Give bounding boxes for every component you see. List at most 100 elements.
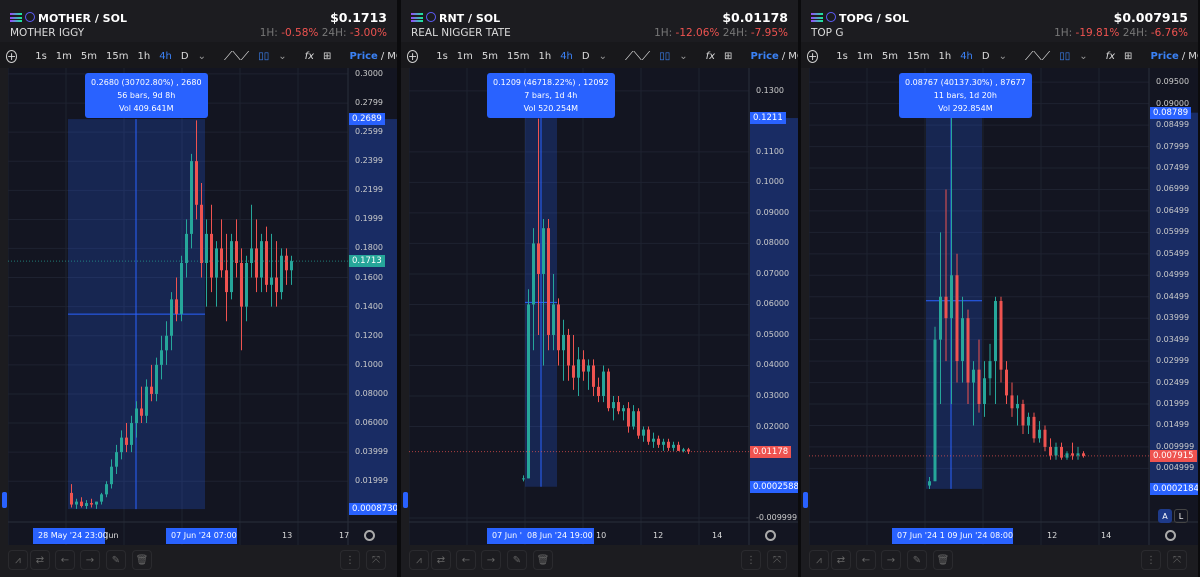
price-toggle[interactable]: Price: [349, 50, 378, 62]
candle: [150, 364, 153, 402]
auto-scale-button[interactable]: A: [1158, 509, 1172, 523]
candle-body: [597, 386, 600, 396]
line-chart-icon[interactable]: ⟋⟍⟋: [624, 48, 651, 63]
mcap-toggle[interactable]: MCap: [1188, 50, 1198, 62]
line-chart-icon[interactable]: ⟋⟍⟋: [223, 48, 250, 63]
redo-arrow-icon[interactable]: →: [80, 550, 100, 570]
price-toggle[interactable]: Price: [750, 50, 779, 62]
interval-1h[interactable]: 1h: [538, 50, 552, 62]
candlestick-icon[interactable]: ▯▯: [258, 50, 270, 62]
swap-icon[interactable]: ⇄: [431, 550, 451, 570]
chart-settings-icon[interactable]: [1165, 530, 1176, 541]
interval-1m[interactable]: 1m: [456, 50, 473, 62]
add-indicator-icon[interactable]: +: [407, 49, 419, 63]
price-toggle[interactable]: Price: [1150, 50, 1179, 62]
candle-body: [285, 255, 288, 271]
price-chart[interactable]: 0.09500 0.09000 0.08499 0.07999 0.07499 0.069…: [801, 68, 1198, 545]
pair-title[interactable]: TOPG / SOL: [839, 12, 909, 25]
chart-settings-icon[interactable]: [765, 530, 776, 541]
layout-grid-icon[interactable]: ⊞: [1124, 50, 1133, 62]
layout-grid-icon[interactable]: ⊞: [323, 50, 332, 62]
chart-icon[interactable]: ⩘: [8, 550, 28, 570]
swap-icon[interactable]: ⇄: [831, 550, 851, 570]
chart-type-chevron-icon[interactable]: ⌄: [278, 50, 287, 62]
add-indicator-icon[interactable]: +: [807, 49, 819, 63]
swap-icon[interactable]: ⇄: [30, 550, 50, 570]
interval-5m[interactable]: 5m: [80, 50, 98, 62]
pair-title[interactable]: MOTHER / SOL: [38, 12, 127, 25]
chart-type-chevron-icon[interactable]: ⌄: [679, 50, 688, 62]
price-chart[interactable]: 0.1300 0.1100 0.1000 0.09000 0.08000 0.07000 0…: [401, 68, 798, 545]
candle: [245, 255, 248, 322]
pair-title[interactable]: RNT / SOL: [439, 12, 501, 25]
price-tick-label: 0.04999: [1156, 270, 1190, 280]
trash-icon[interactable]: 🗑: [132, 550, 152, 570]
interval-dropdown-chevron-icon[interactable]: ⌄: [598, 50, 607, 62]
chart-icon[interactable]: ⩘: [409, 550, 429, 570]
more-vertical-icon[interactable]: ⋮: [1141, 550, 1161, 570]
interval-D[interactable]: D: [581, 50, 590, 62]
interval-D[interactable]: D: [180, 50, 189, 62]
interval-1h[interactable]: 1h: [137, 50, 151, 62]
chart-type-chevron-icon[interactable]: ⌄: [1079, 50, 1088, 62]
layout-grid-icon[interactable]: ⊞: [724, 50, 733, 62]
line-chart-icon[interactable]: ⟋⟍⟋: [1024, 48, 1051, 63]
pencil-icon[interactable]: ✎: [907, 550, 927, 570]
interval-5m[interactable]: 5m: [881, 50, 899, 62]
candlestick-chart[interactable]: [401, 68, 798, 545]
expand-icon[interactable]: ⤧: [767, 550, 787, 570]
undo-arrow-icon[interactable]: ←: [856, 550, 876, 570]
change-24h-label: 24H:: [1122, 27, 1148, 39]
candle: [260, 233, 263, 293]
expand-icon[interactable]: ⤧: [1167, 550, 1187, 570]
chart-settings-icon[interactable]: [364, 530, 375, 541]
interval-1m[interactable]: 1m: [856, 50, 873, 62]
interval-dropdown-chevron-icon[interactable]: ⌄: [197, 50, 206, 62]
indicators-fx-icon[interactable]: fx: [304, 50, 315, 62]
interval-1s[interactable]: 1s: [436, 50, 448, 62]
interval-1h[interactable]: 1h: [938, 50, 952, 62]
left-scrollbar-handle[interactable]: [803, 492, 808, 508]
candle-body: [1082, 453, 1085, 456]
interval-4h[interactable]: 4h: [960, 50, 973, 62]
mcap-toggle[interactable]: MCap: [788, 50, 798, 62]
trash-icon[interactable]: 🗑: [533, 550, 553, 570]
interval-D[interactable]: D: [981, 50, 990, 62]
expand-icon[interactable]: ⤧: [366, 550, 386, 570]
interval-1s[interactable]: 1s: [35, 50, 47, 62]
candlestick-icon[interactable]: ▯▯: [659, 50, 671, 62]
candle: [617, 395, 620, 415]
trash-icon[interactable]: 🗑: [933, 550, 953, 570]
interval-15m[interactable]: 15m: [907, 50, 930, 62]
indicators-fx-icon[interactable]: fx: [1105, 50, 1116, 62]
price-chart[interactable]: 0.3000 0.2799 0.2599 0.2399 0.2199 0.1999 0.18…: [0, 68, 397, 545]
undo-arrow-icon[interactable]: ←: [55, 550, 75, 570]
pencil-icon[interactable]: ✎: [507, 550, 527, 570]
interval-4h[interactable]: 4h: [560, 50, 573, 62]
pencil-icon[interactable]: ✎: [106, 550, 126, 570]
interval-1m[interactable]: 1m: [55, 50, 72, 62]
indicators-fx-icon[interactable]: fx: [705, 50, 716, 62]
redo-arrow-icon[interactable]: →: [881, 550, 901, 570]
price-tick-label: 0.06000: [756, 299, 790, 309]
candlestick-icon[interactable]: ▯▯: [1059, 50, 1071, 62]
interval-5m[interactable]: 5m: [481, 50, 499, 62]
more-vertical-icon[interactable]: ⋮: [741, 550, 761, 570]
mcap-toggle[interactable]: MCap: [387, 50, 397, 62]
interval-4h[interactable]: 4h: [159, 50, 172, 62]
interval-15m[interactable]: 15m: [106, 50, 129, 62]
candlestick-chart[interactable]: [801, 68, 1198, 545]
interval-15m[interactable]: 15m: [507, 50, 530, 62]
left-scrollbar-handle[interactable]: [403, 492, 408, 508]
candle: [1082, 451, 1085, 458]
interval-dropdown-chevron-icon[interactable]: ⌄: [998, 50, 1007, 62]
candlestick-chart[interactable]: [0, 68, 397, 545]
undo-arrow-icon[interactable]: ←: [456, 550, 476, 570]
add-indicator-icon[interactable]: +: [6, 49, 18, 63]
redo-arrow-icon[interactable]: →: [481, 550, 501, 570]
interval-1s[interactable]: 1s: [836, 50, 848, 62]
more-vertical-icon[interactable]: ⋮: [340, 550, 360, 570]
left-scrollbar-handle[interactable]: [2, 492, 7, 508]
chart-icon[interactable]: ⩘: [809, 550, 829, 570]
log-scale-button[interactable]: L: [1174, 509, 1188, 523]
